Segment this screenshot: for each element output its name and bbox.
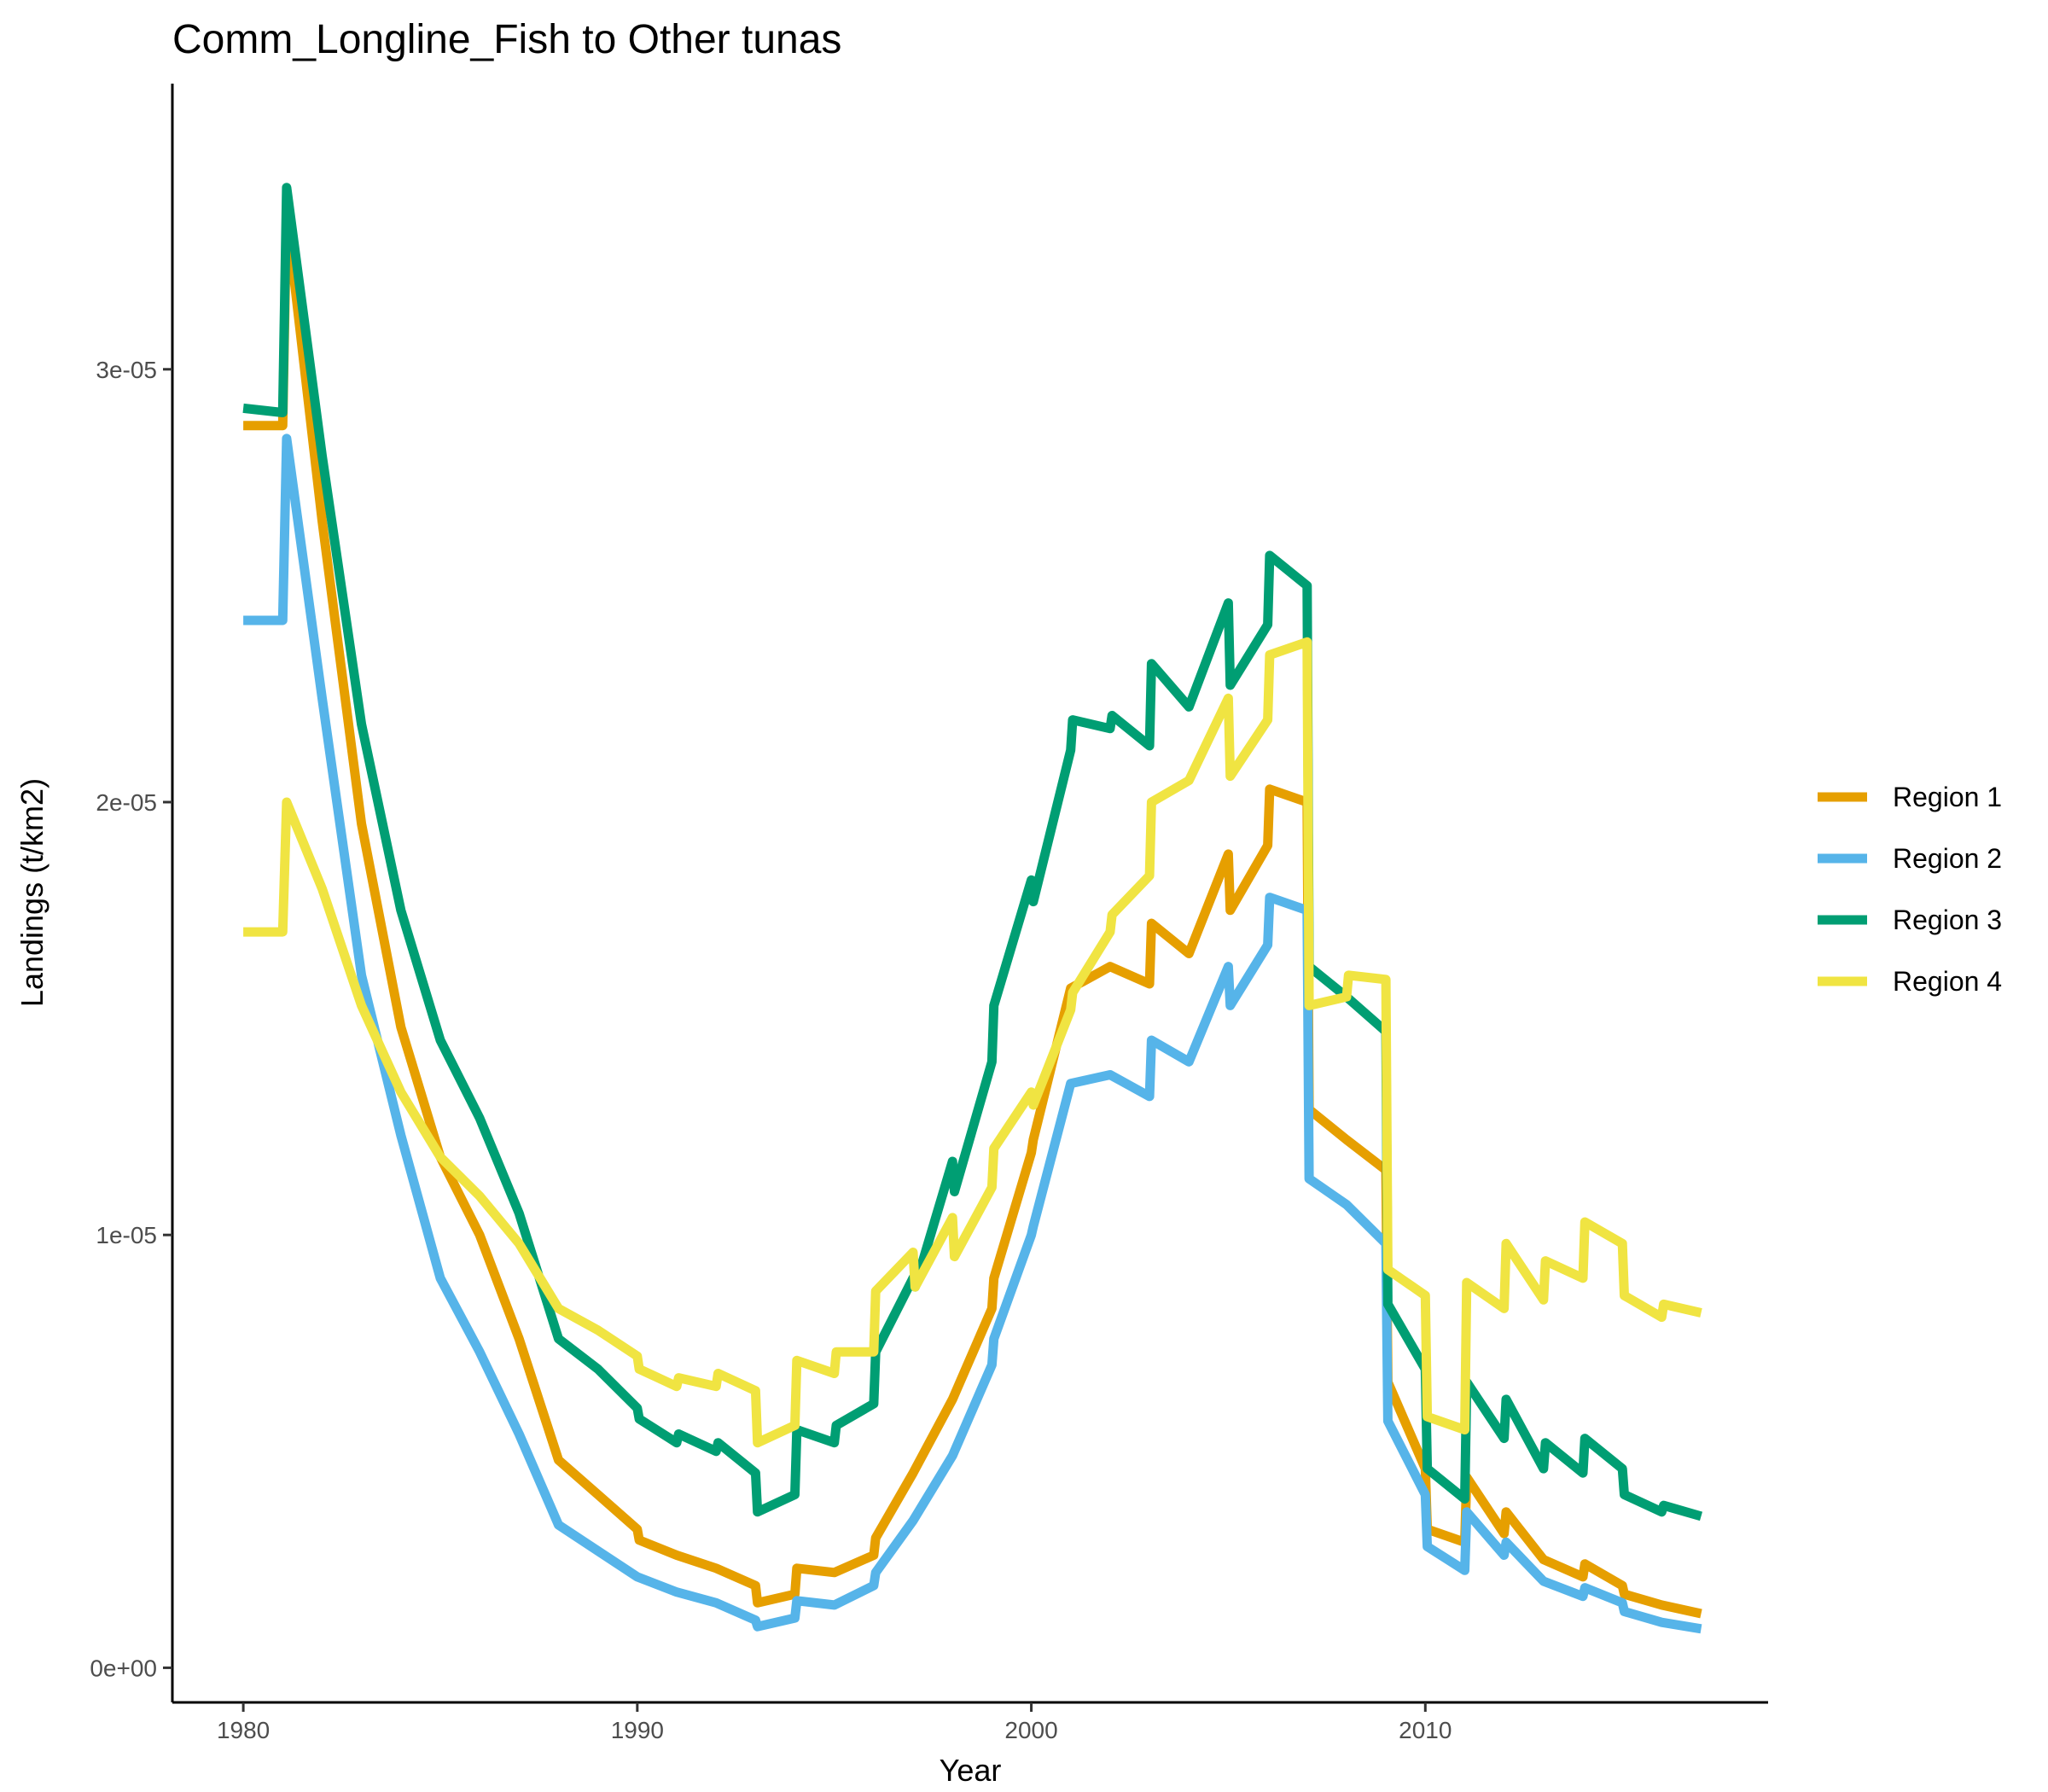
y-tick-label: 2e-05 [96, 789, 157, 816]
series-line-region-4 [243, 637, 1702, 1448]
legend-label-region-1: Region 1 [1893, 782, 2002, 812]
plot-series [242, 183, 1703, 1634]
x-tick-label: 1980 [217, 1717, 270, 1743]
y-tick-label: 1e-05 [96, 1222, 157, 1248]
y-tick-label: 3e-05 [96, 357, 157, 383]
series-line-region-3 [242, 183, 1703, 1521]
legend-label-region-2: Region 2 [1893, 843, 2002, 874]
x-tick-label: 1990 [611, 1717, 664, 1743]
y-tick-label: 0e+00 [90, 1655, 157, 1681]
legend: Region 1 Region 2 Region 3 Region 4 [1818, 782, 2002, 997]
legend-label-region-3: Region 3 [1893, 905, 2002, 935]
y-axis-title: Landings (t/km2) [15, 778, 49, 1007]
chart-title: Comm_Longline_Fish to Other tunas [172, 17, 841, 62]
x-tick-label: 2010 [1399, 1717, 1452, 1743]
x-tick-label: 2000 [1004, 1717, 1057, 1743]
y-axis-ticks: 0e+00 1e-05 2e-05 3e-05 [90, 357, 172, 1681]
legend-label-region-4: Region 4 [1893, 966, 2002, 997]
x-axis-ticks: 1980 1990 2000 2010 [217, 1702, 1452, 1743]
series-line-region-2 [243, 433, 1702, 1634]
x-axis-title: Year [940, 1753, 1002, 1788]
